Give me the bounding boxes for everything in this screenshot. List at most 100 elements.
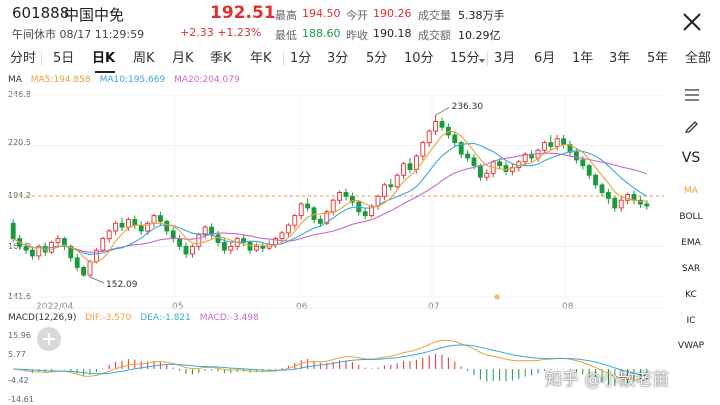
vs-button[interactable]: VS [681,150,701,166]
date-label: 06 [296,302,308,312]
candle-up [554,138,560,147]
tab-1min[interactable]: 1分 [290,51,312,66]
candle-up [87,261,93,276]
open-label: 今开 [346,9,368,22]
candle-down [529,153,535,159]
candle-down [407,163,413,170]
tab-divider [283,52,284,66]
ema-indicator-button[interactable]: EMA [681,238,701,248]
tab-all[interactable]: 全部 [685,51,712,66]
candle-down [164,220,170,232]
high-annotation: 236.30 [452,102,484,112]
candle-up [433,121,439,132]
high-value: 194.50 [302,7,341,20]
candle-down [157,215,163,222]
candle-up [253,245,259,251]
dif-line [13,339,647,382]
pencil-icon[interactable] [683,116,701,134]
candle-up [100,238,106,251]
candle-down [586,165,592,176]
candle-down [317,218,323,224]
tab-5day[interactable]: 5日 [53,51,75,66]
ma10-line [12,142,648,255]
candle-down [548,142,554,147]
candle-up [324,211,330,224]
volume-label: 成交量 [418,9,451,22]
dea-value: DEA:-1.821 [140,313,191,323]
candle-up [113,222,119,232]
ma20-line [12,152,647,253]
candle-down [439,121,445,128]
candle-down [477,165,483,178]
candle-down [119,222,125,228]
ma20-value: MA20:204.079 [174,75,240,85]
candle-down [170,230,176,240]
tab-3month[interactable]: 3月 [494,51,516,66]
candle-up [541,142,547,151]
chevron-down-icon[interactable] [479,59,485,63]
ma-legend: MA MA5:194.858 MA10:195.669 MA20:204.079 [8,75,246,85]
candle-down [177,238,183,247]
high-marker [435,106,450,116]
drawing-lines-icon[interactable] [683,86,701,104]
prev-close-value: 190.18 [373,27,412,40]
tab-3year[interactable]: 3年 [609,51,631,66]
macd-axis-label: -4.42 [8,376,29,385]
amount-label: 成交额 [418,29,451,42]
candle-down [573,151,579,161]
date-label: 07 [428,302,440,312]
tab-1year[interactable]: 1年 [572,51,594,66]
candle-up [55,238,61,243]
candle-up [298,203,304,217]
tab-weekly-k[interactable]: 周K [133,51,155,66]
candle-down [503,165,509,172]
candle-down [23,245,29,251]
candle-up [202,226,208,236]
tab-monthly-k[interactable]: 月K [172,51,194,66]
date-label: 05 [172,302,184,312]
candle-up [522,153,528,163]
close-icon[interactable] [680,10,704,34]
candle-down [132,218,138,226]
sar-indicator-button[interactable]: SAR [681,264,701,274]
prev-close-label: 昨收 [346,29,368,42]
tab-15min[interactable]: 15分 [450,51,480,66]
kc-indicator-button[interactable]: KC [685,290,697,300]
tab-3min[interactable]: 3分 [327,51,349,66]
vwap-indicator-button[interactable]: VWAP [677,341,705,351]
tab-5min[interactable]: 5分 [366,51,388,66]
candle-up [420,142,426,157]
candle-down [221,242,227,251]
open-value: 190.26 [373,7,412,20]
candle-up [145,222,151,232]
candle-down [311,207,317,220]
ma-indicator-button[interactable]: MA [684,186,698,196]
boll-indicator-button[interactable]: BOLL [679,212,703,222]
tab-fenshi[interactable]: 分时 [10,51,37,66]
ma5-value: MA5:194.858 [30,75,91,85]
add-indicator-button[interactable] [37,327,61,351]
tab-10min[interactable]: 10分 [404,51,434,66]
event-marker [494,294,500,300]
tab-5year[interactable]: 5年 [647,51,669,66]
candle-down [388,184,394,188]
quote-header: 601888 中国中免 午间休市 08/17 11:29:59 192.51 +… [0,0,720,44]
macd-title: MACD(12,26,9) [8,313,77,323]
tab-yearly-k[interactable]: 年K [250,51,272,66]
tab-daily-k[interactable]: 日K [92,51,116,66]
low-annotation: 152.09 [106,280,138,290]
macd-legend: MACD(12,26,9) DIF:-3.570 DEA:-1.821 MACD… [8,313,265,323]
amount-value: 10.29亿 [458,29,501,42]
candle-up [292,215,298,226]
tab-divider [487,52,488,66]
price-axis-label: 220.5 [8,138,31,147]
candle-down [497,161,503,167]
ic-indicator-button[interactable]: IC [686,316,696,326]
macd-axis-label: 5.77 [8,350,26,359]
low-value: 188.60 [302,27,341,40]
volume-value: 5.38万手 [458,9,505,22]
tab-quarterly-k[interactable]: 季K [210,51,232,66]
tab-6month[interactable]: 6月 [534,51,556,66]
candle-up [484,172,490,178]
